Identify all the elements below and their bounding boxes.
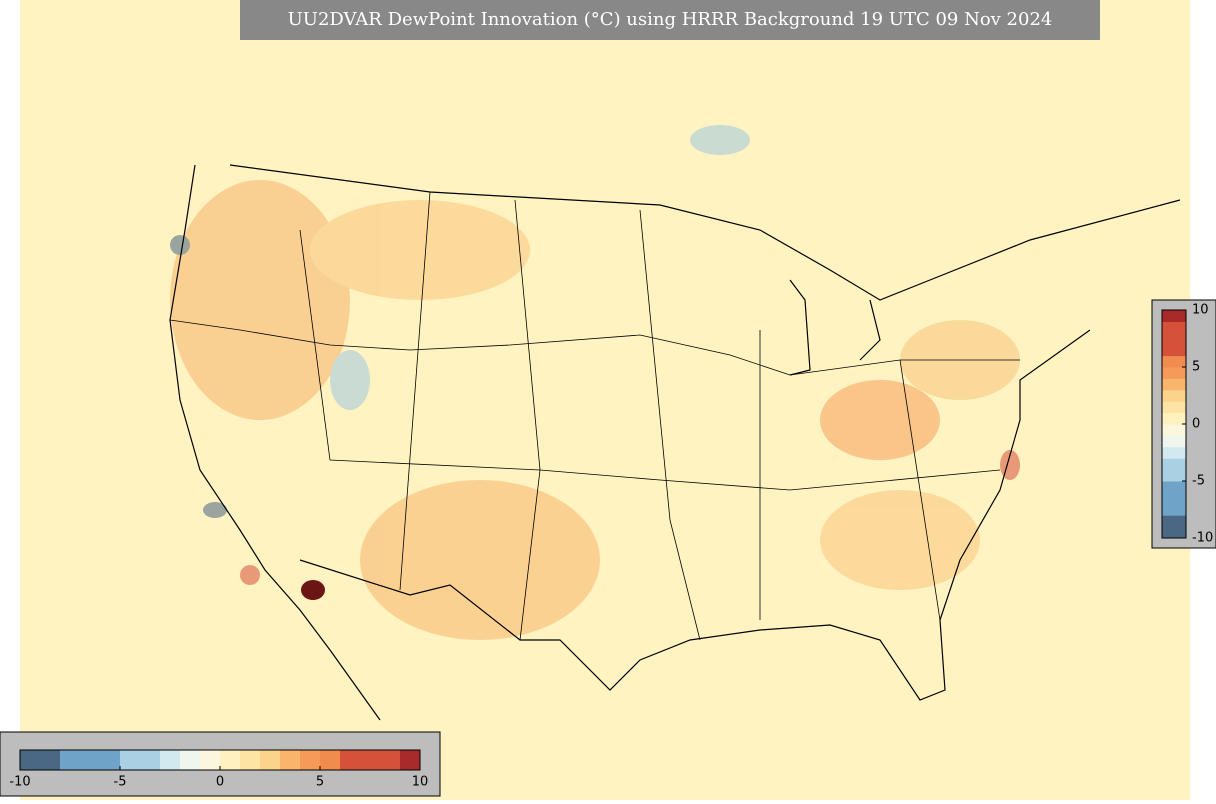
colorbar-swatch — [1162, 344, 1186, 357]
colorbar-swatch — [340, 750, 361, 770]
innovation-field — [170, 125, 1020, 640]
title-box — [240, 0, 1100, 40]
colorbar-swatch — [100, 750, 121, 770]
colorbar-swatch — [1162, 492, 1186, 505]
colorbar-swatch — [240, 750, 261, 770]
tick-label: -5 — [114, 775, 127, 790]
colorbar-swatch — [1162, 389, 1186, 402]
colorbar-swatch — [1162, 412, 1186, 425]
colorbar-swatch — [1162, 469, 1186, 482]
colorbar-swatch — [260, 750, 281, 770]
colorbar-swatch — [180, 750, 201, 770]
tick-label: 10 — [1192, 303, 1209, 318]
colorbar-swatch — [1162, 526, 1186, 539]
colorbar-swatch — [1162, 355, 1186, 368]
colorbar-swatch — [1162, 515, 1186, 528]
colorbar-swatch — [1162, 424, 1186, 436]
colorbar-swatch — [360, 750, 381, 770]
colorbar-swatch — [200, 750, 221, 770]
colorbar-swatch — [40, 750, 61, 770]
tick-label: 0 — [1192, 417, 1200, 432]
colorbar-swatch — [120, 750, 141, 770]
colorbar-swatch — [1162, 435, 1186, 448]
colorbar-swatch — [60, 750, 81, 770]
colorbar-swatch — [1162, 503, 1186, 516]
colorbar-swatch — [1162, 446, 1186, 459]
tick-label: -5 — [1192, 474, 1205, 489]
colorbar-swatch — [1162, 367, 1186, 379]
tick-label: 5 — [1192, 360, 1200, 375]
colorbar-swatch — [220, 750, 241, 770]
colorbar-swatch — [1162, 310, 1186, 322]
tick-label: 0 — [216, 775, 224, 790]
colorbar-swatch — [1162, 481, 1186, 493]
colorbar-swatch — [1162, 321, 1186, 334]
vertical-colorbar: -10 -5 0 5 10 — [1161, 303, 1213, 546]
tick-label: -10 — [9, 775, 30, 790]
colorbar-swatch — [160, 750, 181, 770]
boundaries — [169, 164, 1181, 721]
colorbar-swatch — [140, 750, 161, 770]
colorbar-swatch — [1162, 378, 1186, 391]
colorbar-swatch — [20, 750, 41, 770]
colorbar-swatch — [1162, 332, 1186, 345]
colorbar-swatch — [1162, 458, 1186, 471]
map-title: UU2DVAR DewPoint Innovation (°C) using H… — [288, 9, 1053, 30]
map-background — [20, 0, 1190, 800]
tick-label: 5 — [316, 775, 324, 790]
innovation-peak — [301, 580, 325, 600]
colorbar-swatch — [1162, 401, 1186, 414]
tick-label: 10 — [412, 775, 429, 790]
colorbar-swatch — [380, 750, 401, 770]
colorbar-swatch — [400, 750, 421, 770]
horizontal-colorbar: -10 -5 0 5 10 — [9, 749, 429, 790]
colorbar-swatch — [280, 750, 301, 770]
tick-label: -10 — [1192, 531, 1213, 546]
colorbar-swatch — [300, 750, 321, 770]
colorbar-swatch — [320, 750, 341, 770]
colorbar-swatch — [80, 750, 101, 770]
